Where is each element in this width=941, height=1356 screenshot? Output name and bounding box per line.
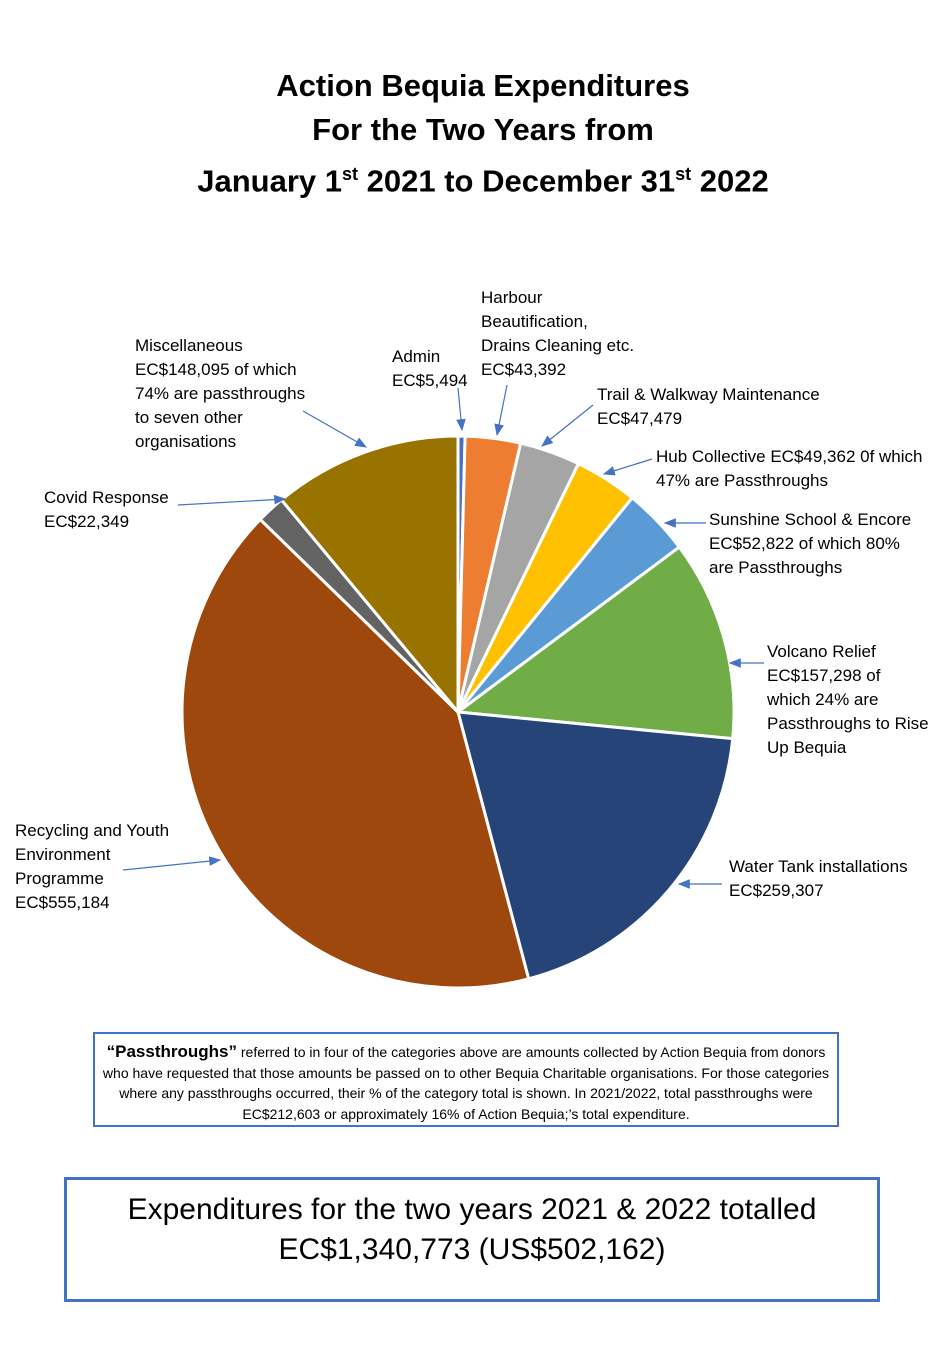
- data-label-line: EC$22,349: [44, 512, 130, 531]
- data-label-covid: Covid Response EC$22,349: [44, 486, 169, 534]
- data-label-hub: Hub Collective EC$49,362 0f which 47% are…: [656, 445, 922, 493]
- chart-title-line1: Action Bequia Expenditures: [276, 68, 690, 103]
- pie-chart: [122, 384, 764, 990]
- data-label-line: Passthroughs to Rise: [767, 714, 929, 733]
- data-label-line: EC$5,494: [392, 371, 468, 390]
- data-label-sunshine: Sunshine School & Encore EC$52,822 of whi…: [709, 508, 911, 580]
- data-label-line: EC$47,479: [597, 409, 683, 428]
- leader-arrow-hub: [602, 458, 653, 476]
- data-label-misc: Miscellaneous EC$148,095 of which 74% are …: [135, 334, 305, 454]
- data-label-line: Sunshine School & Encore: [709, 510, 912, 529]
- data-label-line: EC$52,822 of which 80%: [709, 534, 900, 553]
- total-box: Expenditures for the two years 2021 & 20…: [64, 1177, 880, 1302]
- data-label-line: Volcano Relief: [767, 642, 876, 661]
- data-label-line: EC$157,298 of: [767, 666, 881, 685]
- data-label-line: EC$43,392: [481, 360, 567, 379]
- data-label-volcano: Volcano Relief EC$157,298 of which 24% are…: [767, 640, 929, 760]
- data-label-line: Admin: [392, 347, 441, 366]
- data-label-recycling: Recycling and Youth Environment Programme E…: [15, 819, 169, 915]
- leader-arrow-admin: [456, 387, 466, 432]
- data-label-line: which 24% are: [767, 690, 879, 709]
- data-label-line: Harbour: [481, 288, 543, 307]
- pie-slice-water: [455, 710, 735, 981]
- data-label-line: EC$555,184: [15, 893, 110, 912]
- data-label-line: Trail & Walkway Maintenance: [597, 385, 820, 404]
- data-label-line: to seven other: [135, 408, 243, 427]
- chart-title-line2: For the Two Years from: [312, 112, 654, 147]
- data-label-line: Programme: [15, 869, 104, 888]
- data-label-line: EC$148,095 of which: [135, 360, 297, 379]
- data-label-line: Water Tank installations: [729, 857, 908, 876]
- data-label-line: Beautification,: [481, 312, 588, 331]
- data-label-trail: Trail & Walkway Maintenance EC$47,479: [597, 383, 820, 431]
- data-label-admin: Admin EC$5,494: [392, 345, 468, 393]
- data-label-line: Covid Response: [44, 488, 169, 507]
- data-label-line: 47% are Passthroughs: [656, 471, 828, 490]
- leader-arrow-trail: [541, 404, 594, 447]
- data-label-line: Up Bequia: [767, 738, 847, 757]
- leader-arrow-covid: [177, 494, 287, 506]
- data-label-water: Water Tank installations EC$259,307: [729, 855, 908, 903]
- passthroughs-note: “Passthroughs” referred to in four of th…: [93, 1032, 839, 1127]
- leader-arrow-misc: [302, 410, 368, 448]
- data-label-line: Hub Collective EC$49,362 0f which: [656, 447, 923, 466]
- data-label-line: Recycling and Youth: [15, 821, 170, 840]
- chart-title-line3: January 1st 2021 to December 31st 2022: [197, 163, 769, 199]
- data-label-line: EC$259,307: [729, 881, 824, 900]
- total-line2: EC$1,340,773 (US$502,162): [278, 1233, 666, 1266]
- data-label-line: Miscellaneous: [135, 336, 243, 355]
- pie-slice-misc: [279, 434, 460, 717]
- data-label-line: Drains Cleaning etc.: [481, 336, 635, 355]
- data-label-harbour: Harbour Beautification, Drains Cleaning et…: [481, 286, 634, 382]
- data-label-line: Environment: [15, 845, 111, 864]
- pie-slice-volcano: [453, 544, 736, 741]
- leader-arrow-recycling: [122, 856, 222, 871]
- data-label-line: are Passthroughs: [709, 558, 843, 577]
- leader-arrow-harbour: [494, 384, 508, 437]
- total-line1: Expenditures for the two years 2021 & 20…: [127, 1193, 817, 1226]
- data-label-line: 74% are passthroughs: [135, 384, 306, 403]
- data-label-line: organisations: [135, 432, 237, 451]
- pie-slice-recycling: [180, 517, 531, 990]
